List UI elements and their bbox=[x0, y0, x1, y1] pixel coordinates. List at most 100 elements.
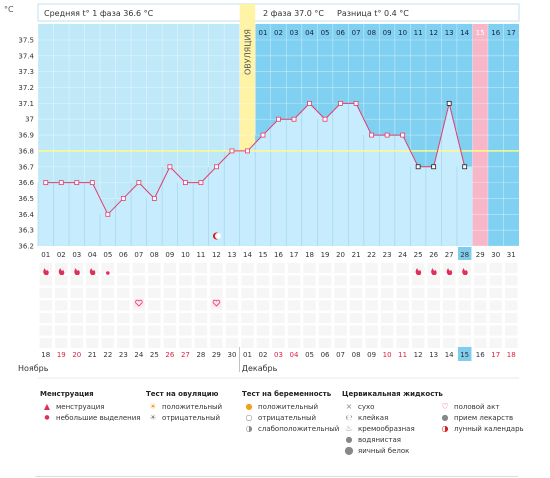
symbol-cell bbox=[396, 288, 409, 298]
symbol-cell bbox=[272, 288, 285, 298]
temperature-point bbox=[105, 211, 111, 217]
temp-diff-label: Разница t° 0.4 °C bbox=[337, 9, 409, 18]
symbol-cell bbox=[473, 300, 487, 311]
symbol-cell bbox=[256, 288, 270, 298]
symbol-cell bbox=[318, 288, 332, 298]
symbol-cell bbox=[256, 338, 270, 348]
cycle-day-label: 28 bbox=[460, 251, 469, 259]
cycle-day-label: 08 bbox=[150, 251, 159, 259]
legend-label: лунный календарь bbox=[454, 424, 524, 433]
symbol-cell bbox=[318, 263, 332, 273]
temperature-point bbox=[260, 132, 266, 138]
symbol-cell bbox=[225, 288, 239, 298]
symbol-cell bbox=[272, 275, 285, 286]
symbol-cell bbox=[504, 313, 518, 323]
date-label: 26 bbox=[165, 351, 174, 359]
symbol-cell bbox=[380, 300, 394, 311]
symbol-cell bbox=[334, 275, 347, 286]
legend-label: менструация bbox=[56, 402, 105, 411]
symbol-cell bbox=[163, 338, 177, 348]
legend-item: ⬤ яичный белок bbox=[342, 445, 443, 456]
symbol-cell bbox=[504, 300, 518, 311]
symbol-cell bbox=[117, 263, 130, 273]
symbol-cell bbox=[349, 275, 363, 286]
cycle-day-label: 06 bbox=[119, 251, 128, 259]
cycle-day-label: 03 bbox=[72, 251, 81, 259]
symbol-cell bbox=[241, 300, 254, 311]
symbol-cell bbox=[349, 300, 363, 311]
cycle-day-label: 26 bbox=[429, 251, 438, 259]
symbol-cell bbox=[489, 263, 502, 273]
symbol-cell bbox=[179, 300, 192, 311]
symbol-cell bbox=[117, 288, 130, 298]
symbol-cell bbox=[349, 338, 363, 348]
y-tick-label: 37.2 bbox=[18, 84, 34, 92]
symbol-cell bbox=[163, 325, 177, 336]
circle-half-icon: ◑ bbox=[245, 424, 253, 433]
symbol-cell bbox=[272, 338, 285, 348]
symbol-cell bbox=[70, 325, 84, 336]
symbol-cell bbox=[194, 263, 208, 273]
cross-icon: × bbox=[345, 402, 353, 411]
symbol-cell bbox=[225, 275, 239, 286]
symbol-cell bbox=[148, 313, 161, 323]
drop-icon: ● bbox=[44, 414, 50, 421]
cycle-day-label: 10 bbox=[181, 251, 190, 259]
symbol-cell bbox=[225, 338, 239, 348]
phase2-label: 2 фаза 37.0 °C bbox=[263, 9, 324, 18]
temperature-point bbox=[214, 164, 219, 170]
legend-pregnancy-test: Тест на беременность ● положительный ○ отр… bbox=[242, 390, 339, 434]
symbol-cell bbox=[210, 338, 223, 348]
top-day-label: 01 bbox=[259, 29, 268, 37]
cycle-day-label: 05 bbox=[103, 251, 112, 259]
heart-icon bbox=[212, 299, 221, 307]
flame-icon bbox=[415, 268, 422, 275]
symbol-cell bbox=[179, 288, 192, 298]
top-day-label: 16 bbox=[491, 29, 500, 37]
top-day-label: 11 bbox=[414, 29, 423, 37]
symbol-cell bbox=[380, 338, 394, 348]
symbol-cell bbox=[70, 313, 84, 323]
symbol-cell bbox=[458, 275, 471, 286]
symbol-cell bbox=[225, 325, 239, 336]
symbol-cell bbox=[179, 338, 192, 348]
symbol-cell bbox=[70, 300, 84, 311]
legend-label: сухо bbox=[358, 402, 375, 411]
symbol-cell bbox=[318, 338, 332, 348]
symbol-cell bbox=[86, 300, 99, 311]
date-label: 07 bbox=[336, 351, 345, 359]
temperature-point bbox=[89, 180, 95, 186]
symbol-cell bbox=[39, 338, 53, 348]
symbol-cell bbox=[504, 263, 518, 273]
symbol-cell bbox=[256, 300, 270, 311]
symbol-cell bbox=[489, 275, 502, 286]
y-tick-label: 37.3 bbox=[18, 68, 34, 76]
footer-divider bbox=[35, 476, 518, 477]
date-label: 22 bbox=[103, 351, 112, 359]
symbol-cell bbox=[148, 300, 161, 311]
symbol-cell bbox=[70, 338, 84, 348]
symbol-cell bbox=[334, 325, 347, 336]
symbol-cell bbox=[442, 263, 456, 273]
symbol-cell bbox=[256, 275, 270, 286]
symbol-cell bbox=[179, 275, 192, 286]
symbol-cell bbox=[489, 288, 502, 298]
symbol-cell bbox=[365, 325, 378, 336]
month-december-label: Декабрь bbox=[242, 364, 278, 373]
legend-title: Цервикальная жидкость bbox=[342, 390, 443, 398]
symbol-cell bbox=[473, 275, 487, 286]
symbol-cell bbox=[225, 313, 239, 323]
cycle-day-label: 16 bbox=[274, 251, 283, 259]
symbol-cell bbox=[473, 338, 487, 348]
symbol-cell bbox=[334, 288, 347, 298]
symbol-cell bbox=[39, 288, 53, 298]
symbol-cell bbox=[365, 275, 378, 286]
symbol-cell bbox=[349, 288, 363, 298]
symbol-cell bbox=[411, 288, 425, 298]
legend-item: ◑ лунный календарь bbox=[438, 423, 524, 434]
flame-icon bbox=[431, 268, 437, 275]
flame-icon: ▲ bbox=[43, 402, 51, 411]
symbol-cell bbox=[458, 300, 471, 311]
symbol-cell bbox=[442, 275, 456, 286]
cycle-day-label: 15 bbox=[259, 251, 268, 259]
